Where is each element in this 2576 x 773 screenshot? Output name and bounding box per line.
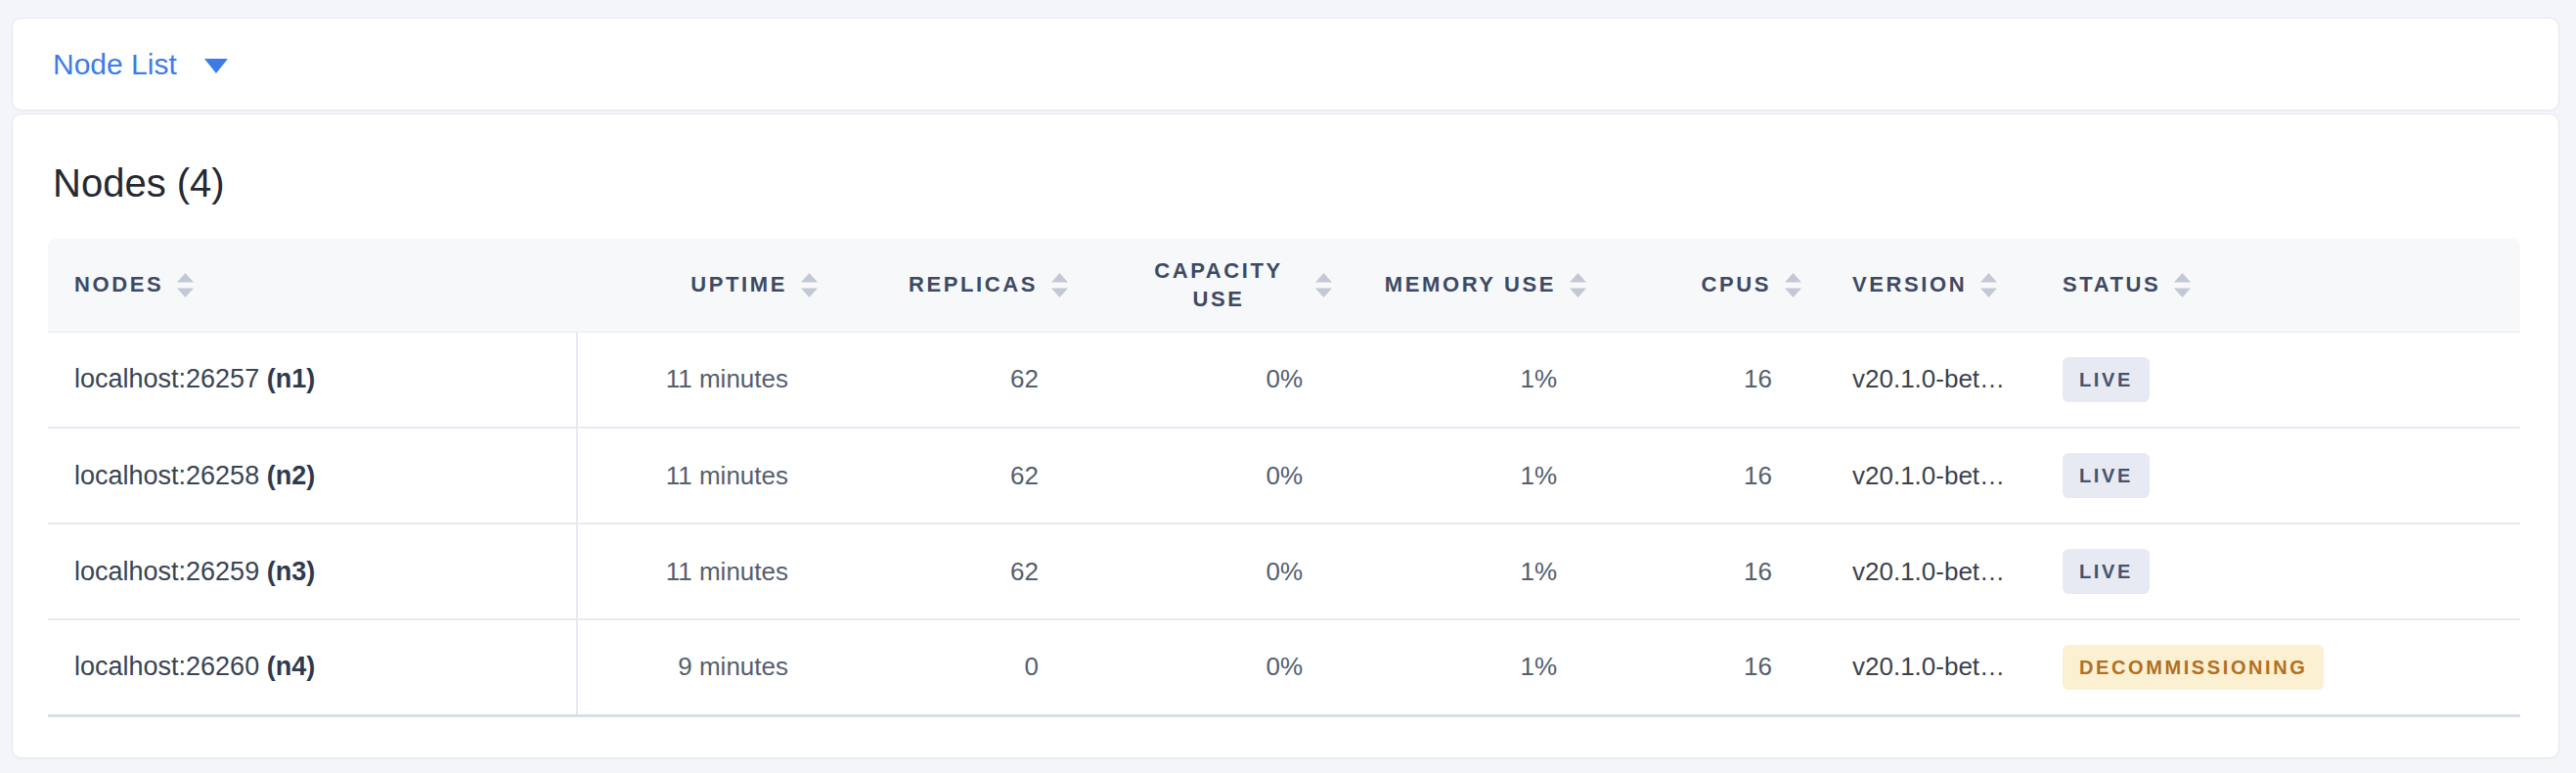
node-version-cell: v20.1.0-bet… xyxy=(1815,523,2045,619)
node-replicas-cell: 62 xyxy=(831,332,1082,428)
column-header-version[interactable]: VERSION xyxy=(1815,239,2045,332)
node-address-cell: localhost:26257 (n1) xyxy=(48,332,577,428)
node-version-cell: v20.1.0-bet… xyxy=(1815,619,2045,715)
column-header-replicas[interactable]: REPLICAS xyxy=(831,239,1082,332)
node-id: (n4) xyxy=(267,652,316,681)
table-row: localhost:26260 (n4)9 minutes00%1%16v20.… xyxy=(48,619,2520,715)
column-header-nodes[interactable]: NODES xyxy=(48,239,577,332)
status-badge: DECOMMISSIONING xyxy=(2063,645,2324,690)
node-replicas-cell: 62 xyxy=(831,428,1082,523)
sort-unsorted-icon xyxy=(1313,272,1334,298)
node-memory-cell: 1% xyxy=(1346,523,1600,619)
sort-unsorted-icon xyxy=(1978,272,1999,298)
column-header-label: NODES xyxy=(74,272,163,297)
column-header-capacity[interactable]: CAPACITY USE xyxy=(1082,239,1346,332)
node-memory-cell: 1% xyxy=(1346,332,1600,428)
table-row: localhost:26259 (n3)11 minutes620%1%16v2… xyxy=(48,523,2520,619)
node-id: (n2) xyxy=(267,461,316,490)
column-header-label: STATUS xyxy=(2063,272,2160,297)
column-header-inner: CPUS xyxy=(1600,272,1815,298)
node-status-cell: LIVE xyxy=(2045,428,2520,523)
node-status-cell: DECOMMISSIONING xyxy=(2045,619,2520,715)
sort-unsorted-icon xyxy=(175,272,196,298)
column-header-inner: UPTIME xyxy=(577,272,831,298)
caret-down-icon xyxy=(204,59,228,73)
column-header-label: MEMORY USE xyxy=(1385,272,1556,297)
node-cpus-cell: 16 xyxy=(1600,332,1815,428)
nodes-table: NODES UPTIME REPLICAS CAPACITY USE MEMORY US… xyxy=(48,239,2520,717)
column-header-status[interactable]: STATUS xyxy=(2045,239,2520,332)
node-id: (n3) xyxy=(267,557,316,586)
column-header-inner: CAPACITY USE xyxy=(1082,256,1346,314)
node-cpus-cell: 16 xyxy=(1600,619,1815,715)
node-capacity-cell: 0% xyxy=(1082,428,1346,523)
node-uptime-cell: 11 minutes xyxy=(577,523,831,619)
node-address: localhost:26257 xyxy=(74,364,259,393)
table-row: localhost:26258 (n2)11 minutes620%1%16v2… xyxy=(48,428,2520,523)
column-header-inner: NODES xyxy=(48,272,577,298)
status-badge: LIVE xyxy=(2063,549,2150,594)
node-cpus-cell: 16 xyxy=(1600,428,1815,523)
node-uptime-cell: 11 minutes xyxy=(577,332,831,428)
node-memory-cell: 1% xyxy=(1346,428,1600,523)
node-replicas-cell: 0 xyxy=(831,619,1082,715)
column-header-label: CPUS xyxy=(1701,272,1771,297)
node-address-cell: localhost:26260 (n4) xyxy=(48,619,577,715)
view-selector-card: Node List xyxy=(12,18,2559,111)
column-header-inner: REPLICAS xyxy=(831,272,1082,298)
node-capacity-cell: 0% xyxy=(1082,619,1346,715)
status-badge: LIVE xyxy=(2063,357,2150,402)
node-version-cell: v20.1.0-bet… xyxy=(1815,332,2045,428)
column-header-cpus[interactable]: CPUS xyxy=(1600,239,1815,332)
node-memory-cell: 1% xyxy=(1346,619,1600,715)
node-status-cell: LIVE xyxy=(2045,523,2520,619)
status-badge: LIVE xyxy=(2063,453,2150,498)
panel-title: Nodes (4) xyxy=(53,158,2558,208)
sort-unsorted-icon xyxy=(1568,272,1588,298)
sort-unsorted-icon xyxy=(1783,272,1803,298)
column-header-label: REPLICAS xyxy=(909,272,1038,297)
nodes-panel: Nodes (4) NODES UPTIME REPLICAS CAPACITY US… xyxy=(12,114,2559,758)
column-header-inner: STATUS xyxy=(2045,272,2520,298)
sort-unsorted-icon xyxy=(799,272,820,298)
node-address-cell: localhost:26258 (n2) xyxy=(48,428,577,523)
table-header-row: NODES UPTIME REPLICAS CAPACITY USE MEMORY US… xyxy=(48,239,2520,332)
node-replicas-cell: 62 xyxy=(831,523,1082,619)
column-header-label: VERSION xyxy=(1852,272,1967,297)
view-selector[interactable]: Node List xyxy=(53,48,228,81)
node-capacity-cell: 0% xyxy=(1082,523,1346,619)
node-capacity-cell: 0% xyxy=(1082,332,1346,428)
node-uptime-cell: 9 minutes xyxy=(577,619,831,715)
node-status-cell: LIVE xyxy=(2045,332,2520,428)
view-selector-label: Node List xyxy=(53,48,177,81)
sort-unsorted-icon xyxy=(2172,272,2193,298)
node-address: localhost:26258 xyxy=(74,461,259,490)
node-uptime-cell: 11 minutes xyxy=(577,428,831,523)
column-header-memory[interactable]: MEMORY USE xyxy=(1346,239,1600,332)
node-address-cell: localhost:26259 (n3) xyxy=(48,523,577,619)
node-cpus-cell: 16 xyxy=(1600,523,1815,619)
node-version-cell: v20.1.0-bet… xyxy=(1815,428,2045,523)
sort-unsorted-icon xyxy=(1049,272,1070,298)
node-address: localhost:26260 xyxy=(74,652,259,681)
column-header-uptime[interactable]: UPTIME xyxy=(577,239,831,332)
node-address: localhost:26259 xyxy=(74,557,259,586)
column-header-inner: MEMORY USE xyxy=(1346,272,1600,298)
column-header-label: UPTIME xyxy=(690,272,787,297)
column-header-label: CAPACITY USE xyxy=(1135,256,1302,314)
column-header-inner: VERSION xyxy=(1815,272,2045,298)
table-row: localhost:26257 (n1)11 minutes620%1%16v2… xyxy=(48,332,2520,428)
node-id: (n1) xyxy=(267,364,316,393)
